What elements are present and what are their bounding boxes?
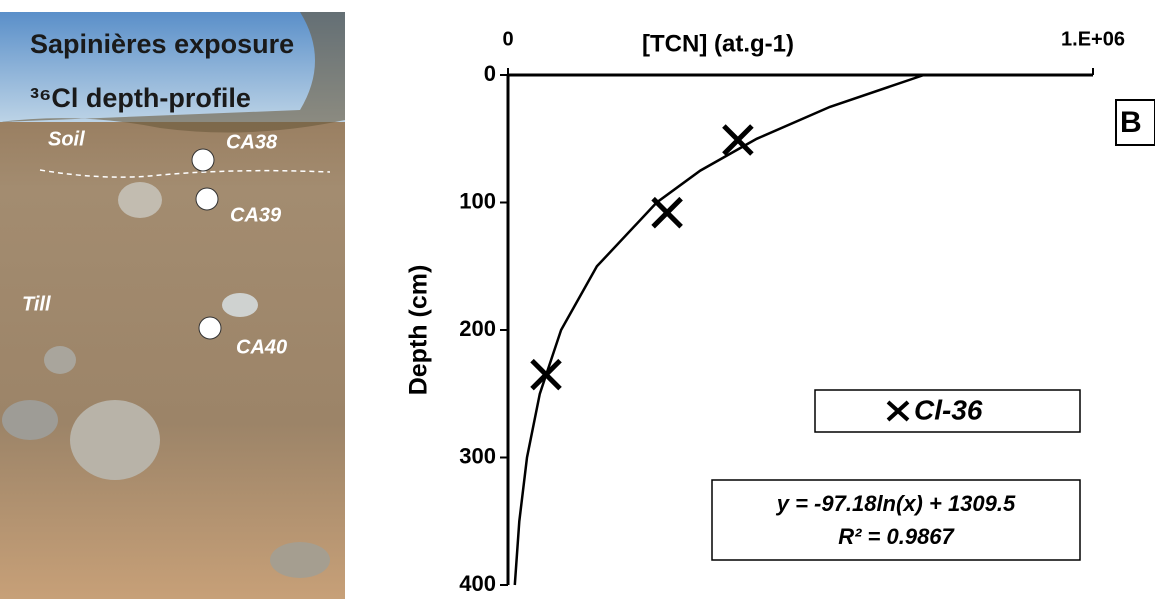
fit-r2: R² = 0.9867 xyxy=(838,524,955,549)
legend xyxy=(814,389,1081,433)
photo-title: Sapinières exposure xyxy=(30,29,294,59)
sample-label: CA38 xyxy=(226,131,278,153)
fit-equation: y = -97.18ln(x) + 1309.5 xyxy=(776,491,1016,516)
y-tick-label: 0 xyxy=(484,61,496,86)
layer-label: Till xyxy=(22,293,51,315)
sample-label: CA40 xyxy=(236,336,287,358)
y-tick-label: 300 xyxy=(459,443,496,468)
fit-curve xyxy=(513,73,925,586)
data-point xyxy=(722,124,754,156)
panel-label: B xyxy=(1120,106,1142,139)
x-axis-label: [TCN] (at.g-1) xyxy=(642,30,794,57)
layer-label: Soil xyxy=(48,128,85,150)
data-point xyxy=(530,358,562,391)
panel-box xyxy=(1115,99,1155,146)
photo: Sapinières exposure ³⁶Cl depth-profile S… xyxy=(0,12,345,599)
y-axis-label: Depth (cm) xyxy=(405,265,433,396)
x-tick-label: 0 xyxy=(502,28,513,50)
y-tick-label: 100 xyxy=(459,188,496,213)
photo-subtitle: ³⁶Cl depth-profile xyxy=(30,83,251,113)
legend-label: Cl-36 xyxy=(914,394,983,425)
data-point xyxy=(651,196,683,229)
sample-label: CA39 xyxy=(230,204,282,226)
legend-marker xyxy=(886,400,910,422)
x-tick-label: 1.E+06 xyxy=(1061,28,1125,50)
y-tick-label: 200 xyxy=(459,316,496,341)
y-tick-label: 400 xyxy=(459,571,496,596)
equation-box xyxy=(711,479,1081,561)
